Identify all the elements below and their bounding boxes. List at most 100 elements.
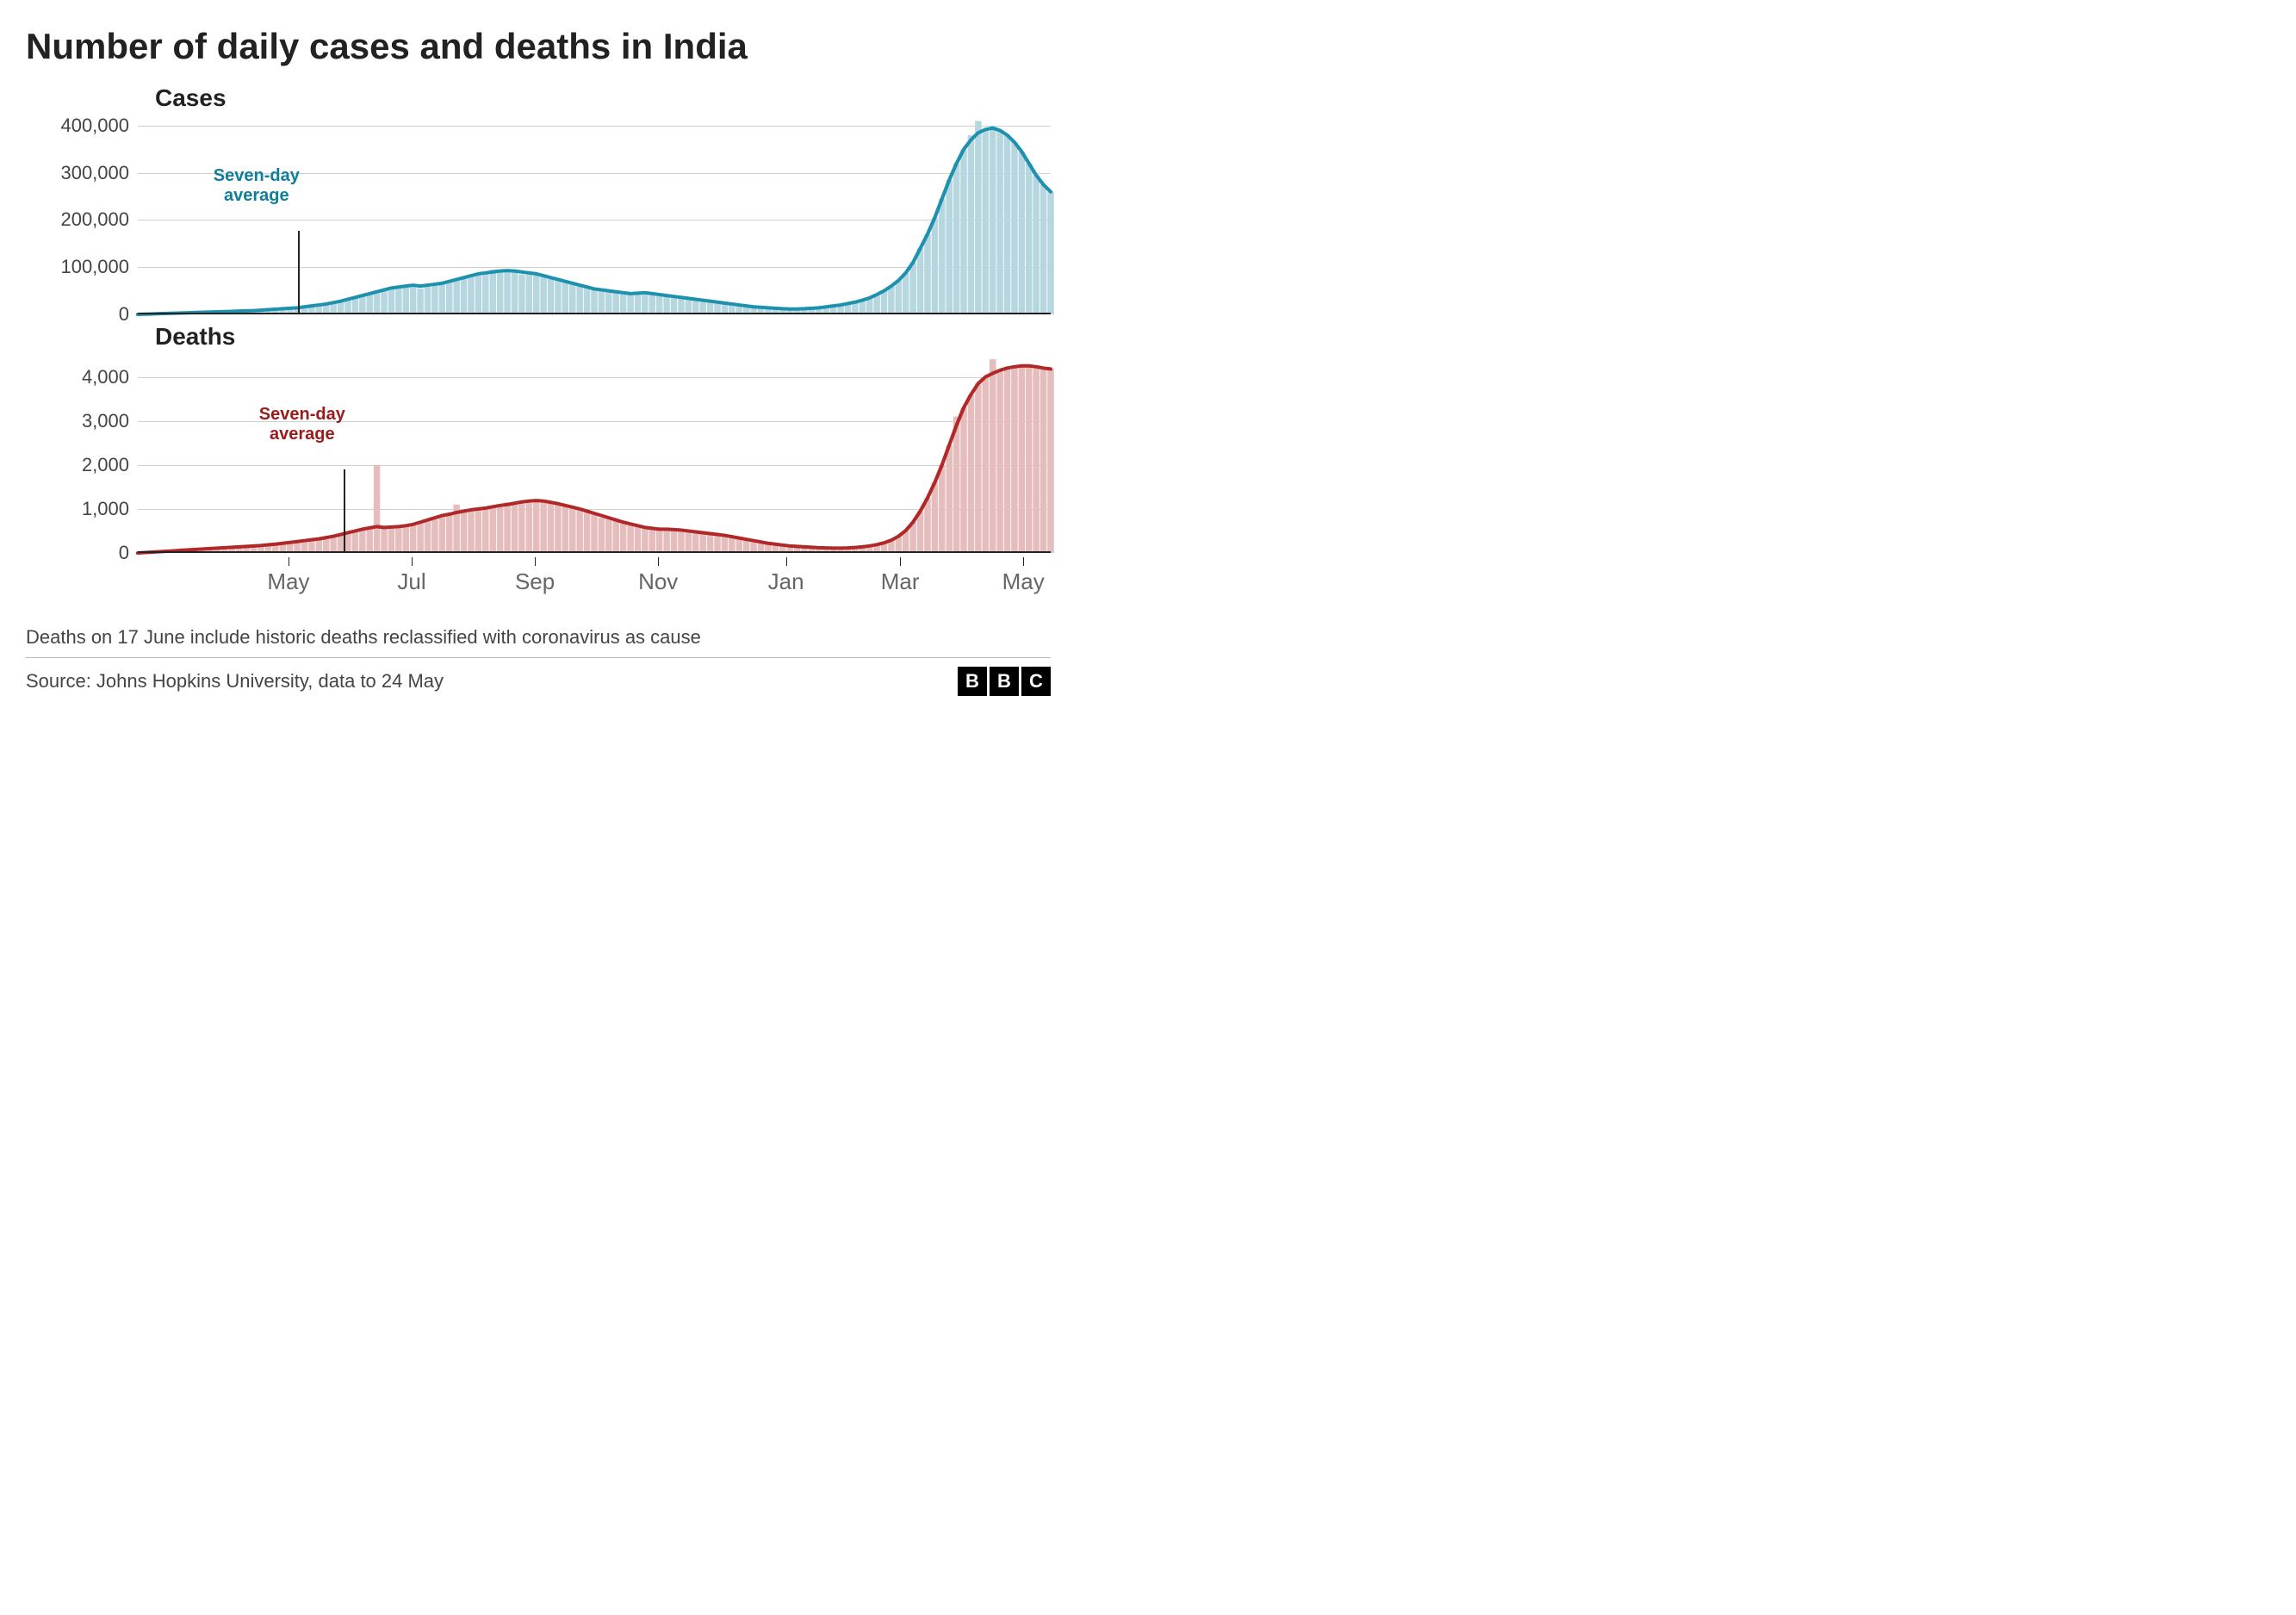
daily-bar: [591, 289, 598, 314]
y-tick-label: 0: [26, 542, 129, 564]
daily-bar: [678, 530, 685, 553]
daily-bar: [996, 370, 1003, 553]
daily-bar: [686, 531, 692, 553]
daily-bar: [924, 234, 931, 314]
daily-bar: [395, 526, 402, 553]
daily-bar: [714, 535, 721, 553]
x-tick-label: May: [267, 568, 309, 595]
daily-bar: [489, 270, 496, 314]
daily-bar: [975, 383, 982, 553]
deaths-x-axis-line: [138, 551, 1051, 553]
daily-bar: [881, 291, 888, 314]
daily-bar: [576, 285, 583, 314]
daily-bar: [584, 287, 591, 314]
daily-bar: [656, 529, 663, 553]
daily-bar: [627, 524, 634, 553]
y-tick-label: 200,000: [26, 208, 129, 231]
daily-bar: [671, 530, 678, 553]
daily-bar: [352, 531, 359, 553]
cases-chart: Cases 0100,000200,000300,000400,000 Seve…: [26, 84, 1051, 314]
x-tick-label: May: [1002, 568, 1045, 595]
daily-bar: [366, 294, 373, 314]
daily-bar: [960, 149, 967, 314]
daily-bar: [410, 525, 417, 553]
y-tick-label: 300,000: [26, 162, 129, 184]
daily-bar: [475, 274, 482, 314]
daily-bar: [722, 536, 729, 553]
daily-bar: [569, 507, 576, 553]
daily-bar: [374, 465, 381, 553]
daily-bar: [439, 283, 446, 314]
daily-bar: [403, 525, 410, 553]
daily-bar: [663, 295, 670, 314]
cases-x-axis-line: [138, 313, 1051, 314]
deaths-subtitle: Deaths: [155, 323, 1051, 351]
daily-bar: [903, 273, 909, 314]
daily-bar: [924, 498, 931, 553]
daily-bar: [569, 283, 576, 314]
daily-bar: [656, 295, 663, 314]
bbc-logo-letter: B: [958, 667, 987, 696]
daily-bar: [968, 135, 975, 314]
daily-bar: [635, 525, 642, 553]
daily-bar: [504, 270, 511, 314]
daily-bar: [605, 518, 612, 553]
daily-bar: [692, 531, 699, 553]
daily-bar: [1040, 368, 1047, 553]
daily-bar: [482, 508, 489, 553]
daily-bar: [548, 502, 555, 553]
daily-bar: [932, 482, 939, 553]
daily-bar: [649, 528, 656, 553]
daily-bar: [417, 289, 424, 314]
daily-bar: [649, 294, 656, 314]
y-tick-label: 400,000: [26, 115, 129, 137]
daily-bar: [366, 528, 373, 553]
daily-bar: [939, 199, 946, 314]
daily-bar: [1026, 366, 1033, 553]
daily-bar: [896, 281, 903, 314]
daily-bar: [475, 509, 482, 553]
daily-bar: [983, 377, 990, 553]
daily-bar: [359, 295, 366, 314]
daily-bar: [968, 394, 975, 553]
shared-x-axis: MayJulSepNovJanMarMay: [138, 562, 1051, 605]
daily-bar: [395, 287, 402, 314]
daily-bar: [1004, 135, 1011, 314]
daily-bar: [576, 509, 583, 553]
y-tick-label: 100,000: [26, 256, 129, 278]
daily-bar: [612, 520, 619, 553]
daily-bar: [562, 506, 569, 553]
daily-bar: [642, 527, 648, 553]
daily-bar: [939, 465, 946, 553]
daily-bar: [461, 511, 468, 553]
x-tick-label: Mar: [881, 568, 920, 595]
y-tick-label: 2,000: [26, 454, 129, 476]
daily-bar: [526, 501, 533, 553]
x-tick-mark: [658, 557, 659, 566]
daily-bar: [605, 291, 612, 314]
daily-bar: [1026, 164, 1033, 314]
source-text: Source: Johns Hopkins University, data t…: [26, 670, 444, 693]
daily-bar: [425, 283, 431, 314]
footer: Deaths on 17 June include historic death…: [26, 626, 1051, 696]
x-tick-mark: [412, 557, 413, 566]
cases-y-axis: 0100,000200,000300,000400,000: [26, 116, 129, 314]
daily-bar: [671, 296, 678, 314]
bbc-logo: BBC: [958, 667, 1051, 696]
daily-bar: [533, 500, 540, 553]
cases-subtitle: Cases: [155, 84, 1051, 112]
daily-bar: [1033, 175, 1039, 314]
daily-bar: [512, 271, 518, 314]
daily-bar: [526, 272, 533, 314]
daily-bar: [946, 445, 953, 553]
daily-bar: [562, 282, 569, 314]
daily-bar: [417, 522, 424, 553]
x-tick-mark: [535, 557, 536, 566]
daily-bar: [990, 359, 996, 553]
deaths-y-axis: 01,0002,0003,0004,000: [26, 355, 129, 553]
daily-bar: [1011, 142, 1018, 314]
daily-bar: [960, 407, 967, 553]
y-tick-label: 1,000: [26, 498, 129, 520]
daily-bar: [1047, 369, 1054, 553]
daily-bar: [446, 514, 453, 553]
